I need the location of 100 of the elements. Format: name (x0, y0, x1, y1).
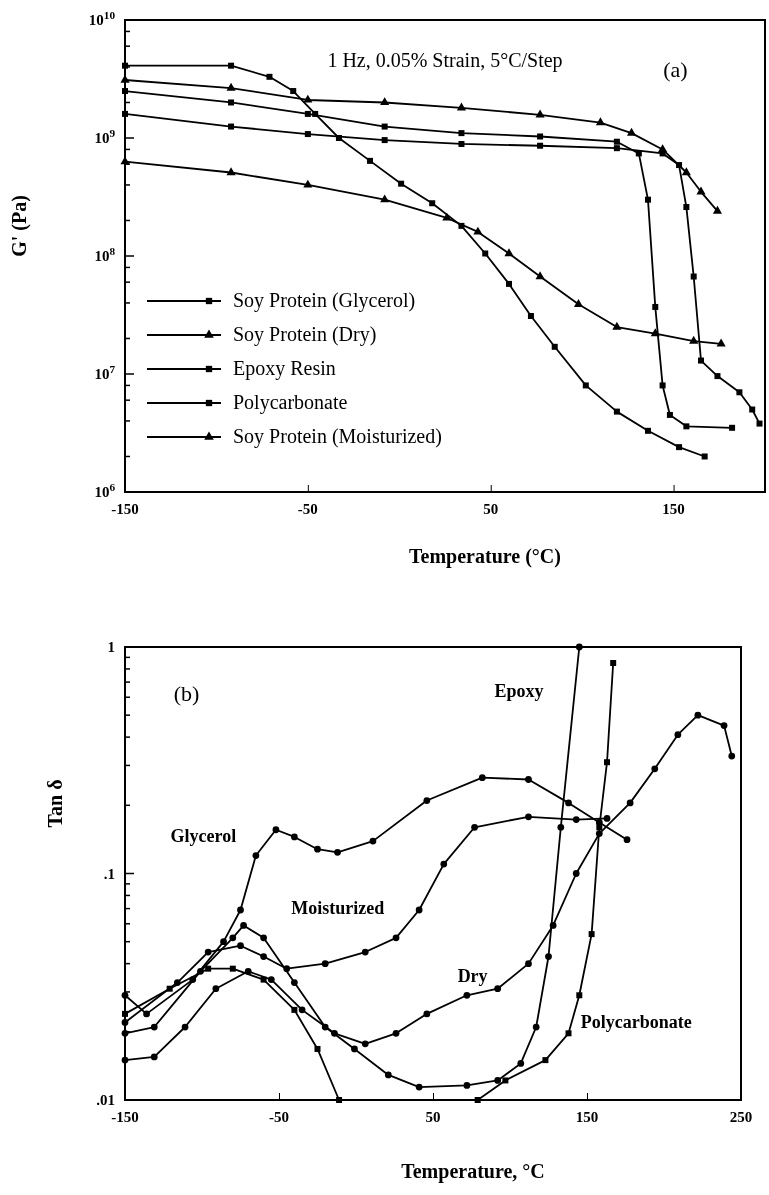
annotation: Moisturized (291, 898, 385, 919)
point (314, 845, 321, 853)
point (463, 1082, 471, 1089)
x-tick-label: 150 (575, 1109, 599, 1125)
point (381, 123, 388, 130)
point (676, 444, 683, 451)
point (604, 759, 611, 766)
y-axis-title: Tan δ (44, 779, 66, 828)
point (321, 1023, 329, 1031)
point (720, 722, 728, 729)
point (683, 423, 690, 430)
annotation: (a) (663, 56, 688, 82)
point (494, 1077, 502, 1084)
point (291, 1006, 298, 1013)
point (557, 823, 565, 831)
point (698, 357, 704, 364)
point (181, 1023, 189, 1031)
point (626, 799, 634, 807)
annotation: Polycarbonate (580, 1011, 692, 1032)
point (260, 953, 267, 960)
point (473, 226, 483, 235)
point (658, 144, 668, 153)
point (494, 985, 502, 993)
point (689, 335, 699, 344)
point (535, 109, 545, 118)
point (644, 427, 651, 434)
point (229, 965, 236, 972)
point (226, 167, 236, 176)
point (237, 906, 244, 914)
y-axis-title: G' (Pa) (8, 195, 31, 257)
point (252, 852, 260, 859)
point (626, 127, 637, 136)
point (714, 373, 721, 380)
point (303, 179, 313, 188)
x-tick-label: 150 (662, 501, 685, 517)
point (644, 196, 651, 203)
point (542, 1057, 549, 1064)
point (716, 338, 726, 347)
point (537, 142, 544, 149)
point (150, 1023, 158, 1031)
point (456, 102, 467, 111)
point (482, 250, 489, 257)
point (652, 303, 659, 310)
point (166, 985, 173, 992)
point (595, 117, 605, 126)
point (573, 298, 584, 307)
point (212, 985, 220, 993)
point (674, 731, 682, 739)
point (367, 157, 374, 164)
x-tick-label: 250 (729, 1109, 753, 1125)
point (321, 960, 329, 968)
point (701, 453, 708, 460)
point (266, 73, 273, 80)
point (272, 826, 280, 834)
point (229, 934, 237, 942)
point (267, 976, 275, 983)
point (440, 860, 448, 868)
point (596, 824, 603, 831)
point (690, 273, 697, 280)
point (463, 991, 471, 999)
point (527, 313, 534, 320)
legend-label: Polycarbonate (233, 391, 348, 414)
point (121, 1056, 129, 1064)
point (121, 1019, 129, 1026)
x-axis-title: Temperature (°C) (409, 545, 561, 568)
point (423, 797, 431, 804)
point (458, 140, 465, 147)
x-tick-label: -150 (111, 1109, 139, 1125)
legend-label: Soy Protein (Dry) (233, 323, 377, 346)
point (381, 137, 388, 144)
point (351, 1045, 358, 1053)
point (291, 979, 298, 986)
point (572, 870, 580, 877)
point (361, 948, 369, 956)
point (336, 1097, 343, 1103)
point (220, 938, 227, 946)
point (290, 88, 297, 95)
y-tick-label: .01 (96, 1092, 115, 1108)
annotation: Epoxy (494, 680, 544, 701)
point (474, 1097, 481, 1103)
point (659, 382, 666, 389)
legend-label: Epoxy Resin (233, 357, 336, 380)
point (204, 948, 212, 956)
annotation: Dry (457, 966, 488, 987)
point (736, 389, 743, 396)
point (683, 204, 690, 211)
point (380, 97, 390, 106)
point (551, 343, 558, 350)
point (694, 711, 702, 719)
annotation: Glycerol (170, 825, 237, 846)
point (572, 816, 580, 823)
point (442, 212, 452, 221)
point (525, 813, 532, 821)
point (756, 420, 763, 427)
point (226, 82, 236, 91)
point (398, 180, 405, 187)
y-tick-label: 10$^{10}$ (88, 9, 116, 28)
x-tick-label: -50 (269, 1109, 289, 1125)
point (502, 1077, 509, 1084)
x-axis-title: Temperature, °C (401, 1160, 545, 1183)
